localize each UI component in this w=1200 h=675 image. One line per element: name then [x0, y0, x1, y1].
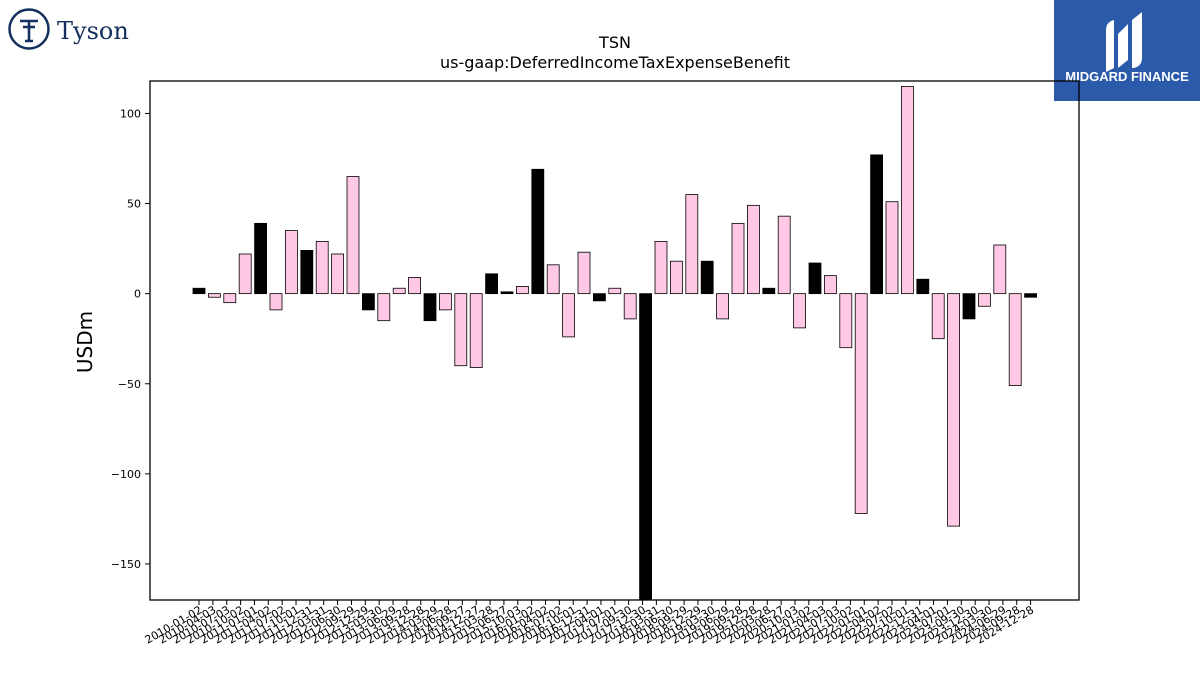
bar-23: [546, 264, 560, 295]
bar-24: [562, 293, 575, 338]
midgard-finance-logo: MIDGARD FINANCE: [1054, 0, 1200, 101]
bar-14: [408, 277, 422, 295]
bar-54: [1024, 293, 1037, 298]
y-tick-label: −150: [111, 558, 141, 571]
bar-2: [223, 293, 237, 304]
bar-39: [793, 293, 806, 329]
midgard-emblem-icon: [1106, 12, 1142, 72]
bar-45: [885, 201, 899, 295]
bar-53: [1008, 293, 1022, 386]
bar-18: [469, 293, 483, 368]
bar-50: [962, 293, 976, 320]
bar-0: [192, 287, 206, 295]
bar-5: [269, 293, 283, 311]
bar-40: [808, 262, 822, 295]
y-axis-ticks: 100 50 0 −50 −100 −150: [111, 107, 150, 571]
bar-34: [716, 293, 729, 320]
bar-20: [500, 291, 514, 295]
midgard-logo-text: MIDGARD FINANCE: [1065, 69, 1189, 84]
bar-41: [824, 275, 837, 295]
bar-42: [839, 293, 853, 349]
bars-group: [192, 86, 1037, 601]
y-tick-label: 0: [134, 288, 141, 301]
bar-32: [685, 194, 699, 295]
bar-13: [392, 287, 406, 295]
bar-11: [361, 293, 375, 311]
bar-38: [777, 215, 791, 295]
bar-6: [284, 230, 298, 295]
bar-17: [454, 293, 468, 367]
bar-48: [931, 293, 945, 340]
tyson-logo: Tyson: [8, 8, 148, 54]
y-axis-label: USDm: [73, 311, 97, 373]
tyson-logo-text: Tyson: [57, 17, 129, 45]
bar-4: [254, 222, 268, 295]
chart-title: TSN: [598, 33, 631, 52]
bar-16: [438, 293, 452, 311]
bar-8: [315, 240, 329, 295]
bar-3: [238, 253, 252, 295]
bar-37: [762, 287, 776, 295]
bar-19: [485, 273, 499, 295]
plot-frame: [149, 80, 1080, 601]
bar-46: [901, 86, 914, 295]
bar-21: [516, 286, 529, 295]
bar-44: [870, 154, 883, 295]
y-tick-label: 100: [120, 107, 141, 120]
bar-43: [854, 293, 868, 514]
y-tick-label: 50: [127, 198, 141, 211]
bar-49: [947, 293, 960, 527]
bar-1: [207, 293, 221, 298]
x-axis-ticks: 2010-01-022010-04-032010-07-032010-10-02…: [143, 600, 1036, 647]
bar-15: [423, 293, 437, 322]
bar-52: [993, 244, 1007, 295]
y-tick-label: −100: [111, 468, 141, 481]
bar-47: [916, 278, 930, 295]
bar-12: [377, 293, 391, 322]
chart-subtitle: us-gaap:DeferredIncomeTaxExpenseBenefit: [440, 53, 790, 72]
tyson-emblem-icon: [8, 8, 50, 50]
bar-29: [639, 293, 652, 601]
bar-22: [531, 168, 545, 295]
bar-51: [978, 293, 991, 307]
tyson-emblem-mark: [20, 19, 38, 43]
bar-10: [346, 176, 360, 295]
bar-26: [593, 293, 606, 302]
bar-35: [731, 222, 745, 295]
bar-31: [670, 260, 683, 295]
bar-7: [300, 249, 314, 295]
bar-25: [577, 251, 591, 295]
bar-30: [654, 240, 668, 295]
bar-9: [331, 253, 345, 295]
bar-28: [623, 293, 637, 320]
bar-27: [608, 287, 622, 295]
bar-36: [747, 204, 760, 295]
y-tick-label: −50: [118, 378, 141, 391]
bar-33: [700, 260, 714, 295]
